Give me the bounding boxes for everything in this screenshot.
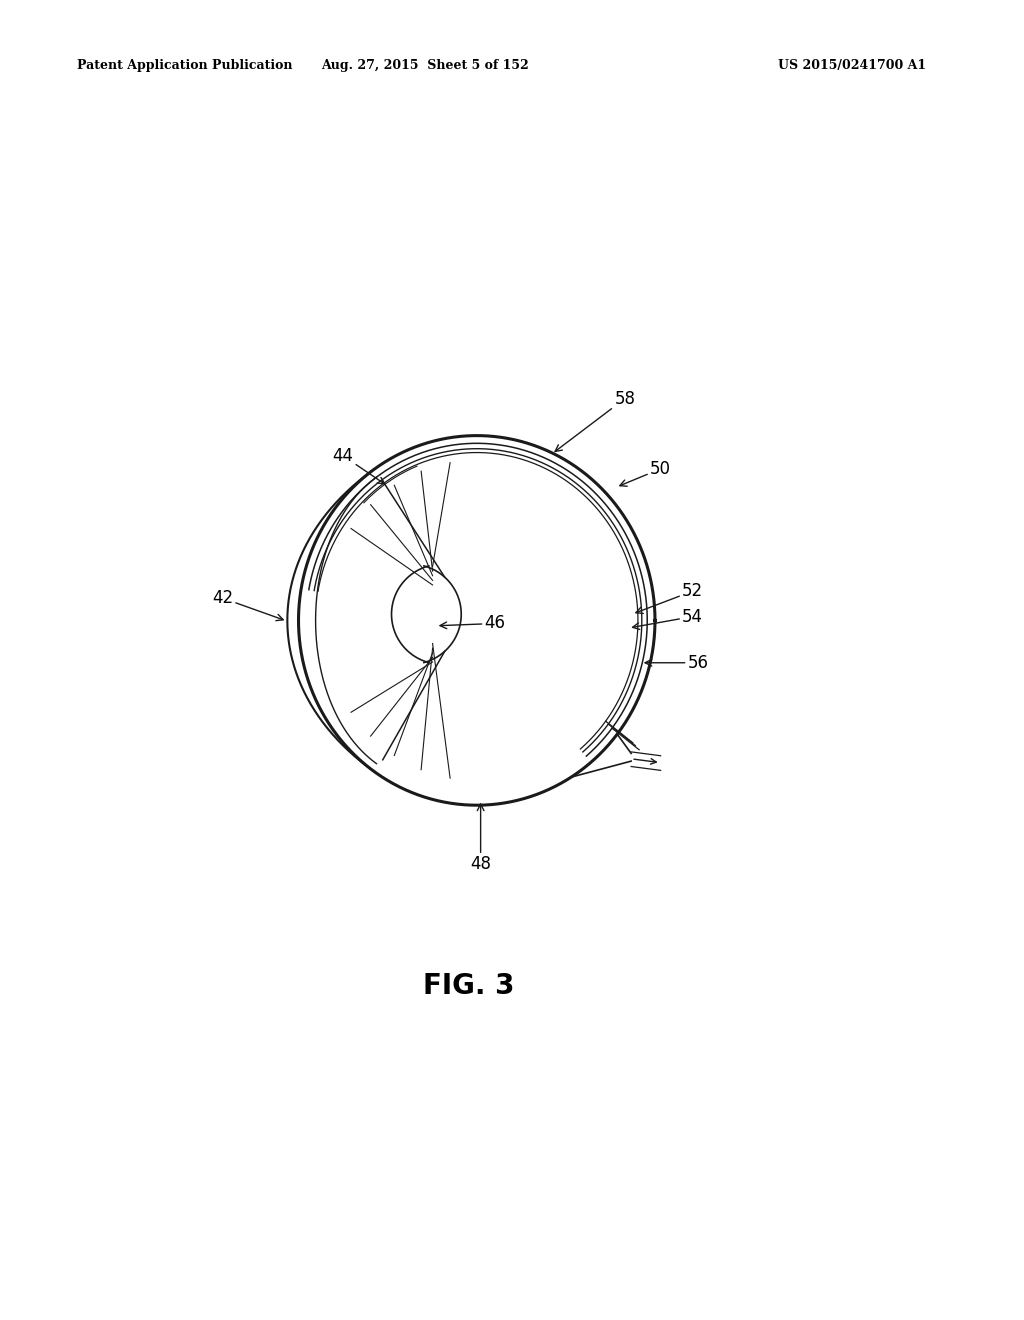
Text: 56: 56	[645, 653, 709, 672]
Text: Patent Application Publication: Patent Application Publication	[77, 59, 292, 73]
Text: 50: 50	[620, 459, 671, 486]
Text: 42: 42	[212, 589, 284, 620]
Text: Aug. 27, 2015  Sheet 5 of 152: Aug. 27, 2015 Sheet 5 of 152	[322, 59, 528, 73]
Text: 48: 48	[470, 804, 492, 874]
Text: 54: 54	[633, 607, 703, 630]
Text: 52: 52	[636, 582, 703, 614]
Text: 44: 44	[332, 446, 385, 484]
Text: FIG. 3: FIG. 3	[423, 972, 515, 1001]
Text: US 2015/0241700 A1: US 2015/0241700 A1	[778, 59, 927, 73]
Text: 58: 58	[555, 389, 635, 451]
Text: 46: 46	[440, 615, 506, 632]
